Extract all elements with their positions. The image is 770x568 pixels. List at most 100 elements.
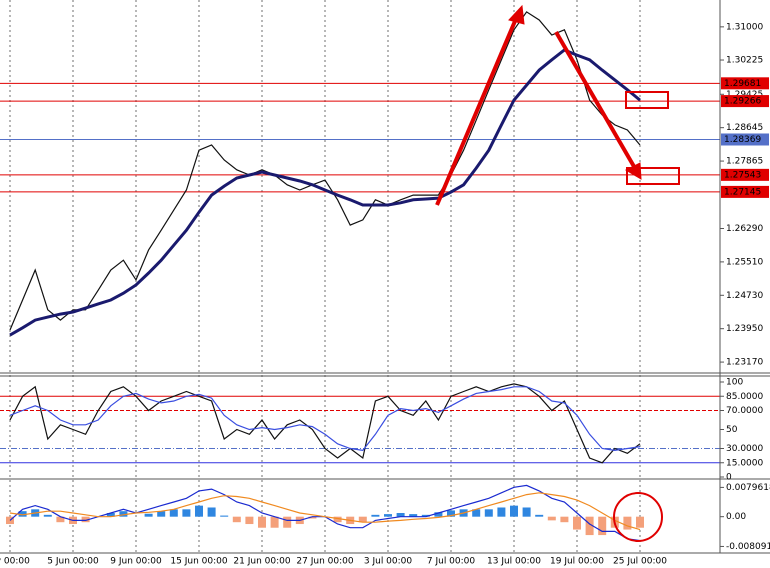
histogram-bar	[81, 516, 90, 523]
x-tick-label: 5 Jun 00:00	[47, 557, 99, 567]
series-line	[9, 48, 641, 337]
series-line	[9, 383, 641, 464]
level-label-box	[721, 95, 769, 108]
y-tick-label: 50	[726, 425, 738, 435]
histogram-bar	[207, 507, 216, 517]
histogram-bar	[522, 507, 531, 517]
histogram-bar	[283, 516, 292, 528]
highlight-circle	[613, 492, 663, 542]
histogram-bar	[434, 512, 443, 517]
arrow-head	[508, 4, 525, 25]
level-label: 1.29681	[724, 79, 761, 89]
histogram-bar	[195, 505, 203, 517]
x-tick-label: 3 Jul 00:00	[364, 557, 413, 567]
level-label: 1.27543	[724, 170, 761, 180]
histogram-bar	[510, 505, 518, 517]
x-tick-label: ay 00:00	[0, 557, 30, 567]
grid	[9, 0, 641, 553]
histogram-bar	[447, 510, 455, 517]
histogram-bar	[232, 516, 241, 523]
level-label-box	[721, 185, 769, 198]
x-tick-label: 21 Jun 00:00	[233, 557, 290, 567]
histogram-bar	[43, 514, 52, 517]
histogram-bar	[421, 514, 430, 517]
y-tick-label: 0.0079618	[726, 483, 770, 493]
y-tick-label: 1.30225	[726, 56, 763, 66]
histogram-bar	[333, 516, 342, 523]
y-tick-label: 1.31000	[726, 22, 763, 32]
y-tick-label: 1.28645	[726, 123, 763, 133]
level-label: 1.27145	[724, 187, 761, 197]
histogram-bar	[484, 509, 493, 517]
y-tick-label: 0.00	[726, 512, 746, 522]
y-tick-label: 1.26290	[726, 224, 763, 234]
histogram-bar	[623, 516, 632, 530]
histogram-bar	[547, 516, 556, 521]
y-tick-label: 85.0000	[726, 392, 763, 402]
histogram-bar	[409, 514, 418, 517]
histogram-bar	[270, 516, 279, 528]
x-tick-label: 7 Jul 00:00	[427, 557, 476, 567]
y-tick-label: 1.23950	[726, 324, 763, 334]
level-label-box	[721, 168, 769, 181]
y-tick-label: 30.0000	[726, 444, 763, 454]
arrow-up	[435, 13, 520, 206]
histogram-bar	[573, 516, 581, 530]
x-tick-label: 25 Jul 00:00	[613, 557, 667, 567]
y-tick-label: 1.25510	[726, 257, 763, 267]
y-tick-label: -0.0080917	[726, 542, 770, 552]
histogram-bar	[56, 516, 65, 523]
histogram-bar	[560, 516, 569, 523]
x-tick-label: 15 Jun 00:00	[170, 557, 227, 567]
histogram-bar	[144, 513, 153, 517]
histogram-bar	[535, 514, 544, 517]
labels: ay 00:00 5 Jun 00:00 9 Jun 00:00 15 Jun 00:…	[0, 22, 770, 566]
histogram-bar	[157, 511, 166, 517]
histogram-bar	[358, 516, 367, 523]
frame	[0, 0, 770, 554]
y-tick-label: 15.0000	[726, 458, 763, 468]
x-tick-label: 13 Jul 00:00	[487, 557, 541, 567]
x-tick-label: 19 Jul 00:00	[550, 557, 604, 567]
histogram-bar	[258, 516, 266, 528]
y-tick-label: 1.24730	[726, 291, 763, 301]
histogram-bar	[119, 511, 128, 517]
histogram-bar	[497, 507, 506, 517]
y-tick-label: 1.27865	[726, 157, 763, 167]
histogram-bar	[636, 516, 644, 528]
histogram-bar	[308, 516, 317, 519]
histogram-bar	[371, 514, 380, 517]
y-tick-label: 1.29425	[726, 90, 763, 100]
x-tick-label: 9 Jun 00:00	[110, 557, 162, 567]
x-tick-label: 27 Jun 00:00	[296, 557, 353, 567]
histogram-bar	[472, 509, 481, 517]
histogram-bar	[106, 513, 115, 517]
target-box	[625, 91, 669, 109]
histogram-bar	[18, 511, 27, 517]
level-label: 1.28369	[724, 135, 761, 145]
series-line	[9, 492, 641, 531]
y-tick-label: 0	[726, 473, 732, 483]
target-box	[626, 167, 680, 185]
histogram-bar	[598, 516, 607, 536]
plot	[0, 11, 720, 542]
histogram-bar	[384, 514, 392, 517]
annotations	[435, 4, 680, 542]
series-line	[9, 11, 641, 331]
histogram-bar	[220, 515, 229, 517]
y-tick-label: 1.23170	[726, 358, 763, 368]
histogram-bar	[182, 509, 191, 517]
arrow-down	[554, 30, 638, 172]
level-label-box	[721, 133, 769, 146]
histogram-bar	[245, 516, 254, 525]
y-tick-label: 100	[726, 378, 743, 388]
level-label: 1.29266	[724, 97, 761, 107]
y-tick-label: 70.0000	[726, 406, 763, 416]
histogram-bar	[169, 509, 178, 517]
level-label-box	[721, 77, 769, 90]
histogram-bar	[396, 513, 405, 517]
histogram-bar	[585, 516, 594, 536]
series-line	[9, 386, 641, 452]
